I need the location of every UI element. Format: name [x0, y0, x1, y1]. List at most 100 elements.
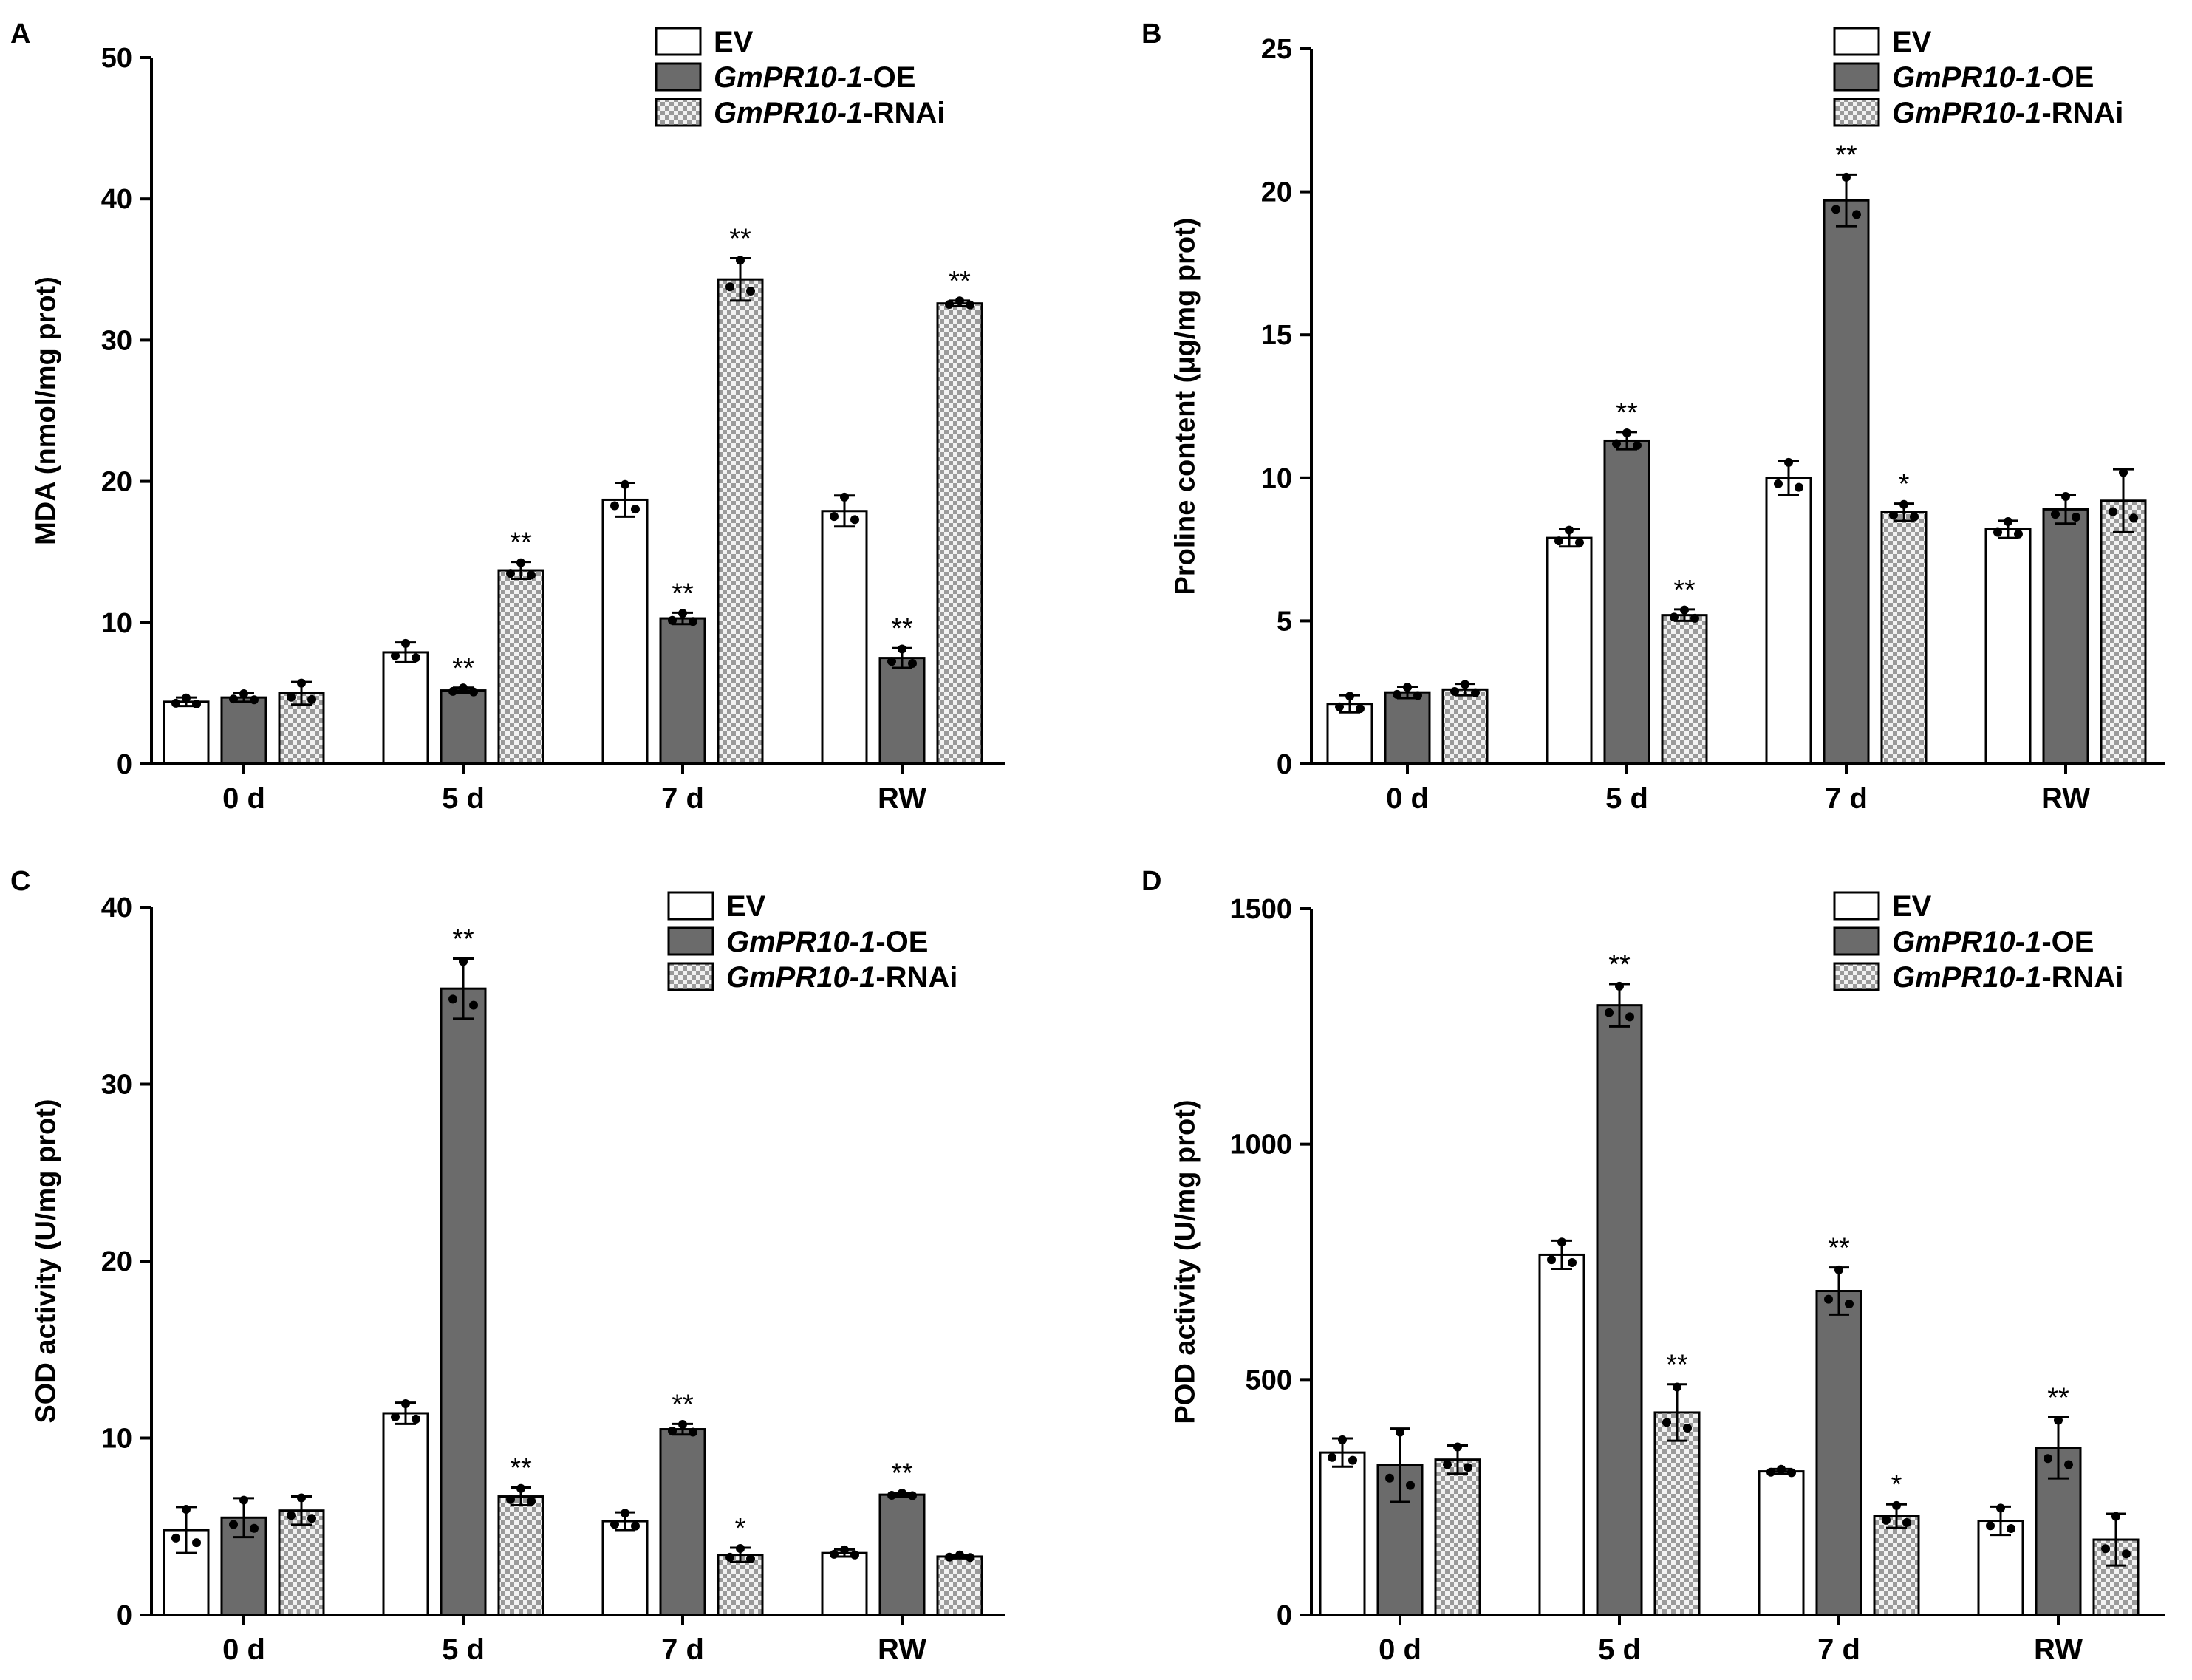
- y-tick-label: 0: [117, 1600, 132, 1631]
- replicate-point: [1557, 1237, 1566, 1247]
- replicate-point: [229, 1520, 238, 1529]
- bar-oe-rw: [2035, 1447, 2082, 1616]
- replicate-point: [192, 1538, 201, 1548]
- replicate-point: [955, 1550, 964, 1560]
- bar-oe-7d: [1815, 1290, 1862, 1616]
- replicate-point: [516, 558, 525, 567]
- y-tick-label: 500: [1246, 1365, 1292, 1396]
- replicate-point: [1396, 1427, 1404, 1437]
- replicate-point: [1625, 1012, 1634, 1022]
- replicate-point: [1662, 1418, 1671, 1427]
- replicate-point: [287, 692, 296, 702]
- replicate-point: [1568, 1257, 1577, 1267]
- replicate-point: [631, 1521, 640, 1531]
- replicate-point: [182, 1505, 191, 1515]
- replicate-point: [2119, 468, 2128, 477]
- replicate-point: [1795, 482, 1803, 492]
- bar-rnai-5d: [497, 1495, 544, 1616]
- significance-label: **: [1666, 1350, 1688, 1381]
- legend-swatch-rnai: [655, 98, 702, 127]
- y-tick-label: 15: [1261, 320, 1292, 351]
- replicate-point: [1471, 688, 1480, 697]
- replicate-point: [1450, 687, 1459, 697]
- bar-ev-5d: [1538, 1253, 1585, 1616]
- replicate-point: [448, 686, 457, 696]
- replicate-point: [250, 695, 259, 705]
- replicate-point: [1443, 1460, 1452, 1469]
- legend-swatch-rnai: [1833, 962, 1880, 991]
- replicate-point: [850, 1550, 859, 1560]
- bar-oe-7d: [1823, 199, 1870, 765]
- bar-oe-5d: [1596, 1004, 1643, 1616]
- replicate-point: [689, 617, 697, 626]
- replicate-point: [1345, 692, 1354, 701]
- bar-ev-rw: [821, 1551, 868, 1616]
- replicate-point: [239, 1495, 248, 1505]
- replicate-point: [1834, 1265, 1843, 1274]
- y-tick-label: 40: [101, 892, 132, 923]
- replicate-point: [1852, 210, 1861, 219]
- replicate-point: [459, 683, 468, 693]
- y-tick-label: 5: [1277, 606, 1292, 637]
- significance-label: *: [1899, 469, 1910, 500]
- bar-ev-rw: [1984, 527, 2032, 765]
- replicate-point: [631, 505, 640, 514]
- x-tick-label: RW: [2034, 1633, 2083, 1666]
- bar-oe-5d: [1603, 439, 1650, 765]
- replicate-point: [736, 256, 745, 265]
- bar-rnai-5d: [1653, 1411, 1701, 1616]
- replicate-point: [171, 1533, 180, 1543]
- replicate-point: [1403, 683, 1412, 692]
- legend-label-oe: GmPR10-1-OE: [726, 926, 928, 958]
- replicate-point: [1605, 1008, 1614, 1017]
- x-tick-label: 7 d: [661, 1633, 704, 1666]
- replicate-point: [1892, 1500, 1901, 1510]
- replicate-point: [2111, 1512, 2120, 1521]
- significance-label: **: [452, 653, 474, 684]
- replicate-point: [1889, 511, 1898, 520]
- replicate-point: [1461, 680, 1469, 689]
- replicate-point: [621, 1509, 629, 1518]
- x-tick-label: 7 d: [1817, 1633, 1860, 1666]
- panel-letter: C: [10, 866, 30, 897]
- replicate-point: [945, 1552, 954, 1562]
- legend-label-oe: GmPR10-1-OE: [1892, 61, 2094, 94]
- replicate-point: [746, 1554, 755, 1563]
- replicate-point: [1615, 981, 1624, 991]
- x-tick-label: RW: [878, 782, 926, 815]
- replicate-point: [668, 1427, 677, 1436]
- chart-panel-a: A MDA (nmol/mg prot) 0 d ** ** 5 d ** ** 7 d ** **…: [10, 18, 1005, 815]
- replicate-point: [1406, 1481, 1415, 1490]
- replicate-point: [830, 1549, 839, 1559]
- y-axis-label: POD activity (U/mg prot): [1170, 1099, 1201, 1424]
- legend-swatch-ev: [1833, 891, 1880, 921]
- significance-label: *: [1891, 1469, 1902, 1500]
- replicate-point: [1899, 499, 1908, 509]
- bar-rnai-rw: [2100, 499, 2147, 765]
- replicate-point: [1554, 536, 1563, 546]
- legend-swatch-rnai: [667, 962, 714, 991]
- replicate-point: [1842, 172, 1851, 182]
- significance-label: **: [891, 1458, 913, 1489]
- replicate-point: [2054, 1416, 2063, 1425]
- replicate-point: [516, 1483, 525, 1493]
- y-tick-label: 1500: [1229, 894, 1292, 925]
- legend-label-rnai: GmPR10-1-RNAi: [714, 97, 945, 129]
- x-tick-label: 5 d: [442, 782, 485, 815]
- replicate-point: [2061, 491, 2070, 501]
- replicate-point: [945, 300, 954, 310]
- y-tick-label: 50: [101, 43, 132, 74]
- legend-label-oe: GmPR10-1-OE: [1892, 926, 2094, 958]
- replicate-point: [966, 1553, 974, 1563]
- significance-label: **: [672, 578, 694, 609]
- y-axis-label: Proline content (μg/mg prot): [1170, 218, 1201, 595]
- x-tick-label: RW: [2041, 782, 2090, 815]
- replicate-point: [307, 694, 316, 704]
- bar-oe-7d: [659, 1428, 706, 1616]
- replicate-point: [898, 1488, 906, 1498]
- significance-label: **: [2047, 1382, 2069, 1413]
- replicate-point: [678, 1420, 687, 1430]
